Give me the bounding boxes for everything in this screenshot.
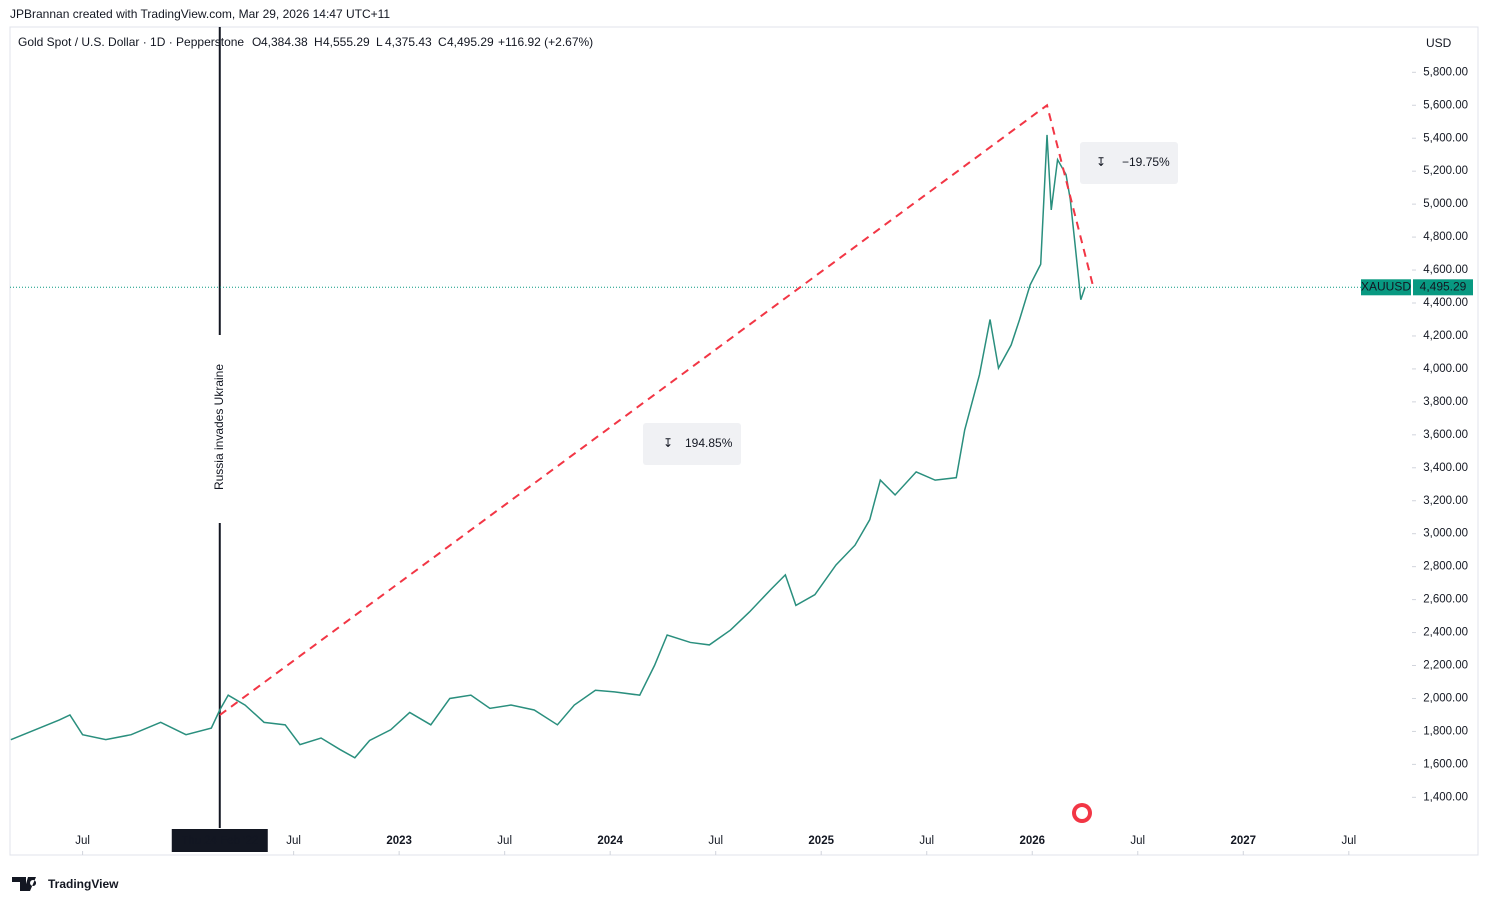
x-tick-label: Jul [75,835,90,847]
ohlc-value: 4,555.29 [323,35,370,49]
change: +116.92 (+2.67%) [498,35,593,49]
currency: USD [1426,36,1452,50]
credit: JPBrannan created with TradingView.com, … [10,7,390,21]
y-tick-label: 1,600.00 [1423,758,1468,770]
y-tick-label: 1,400.00 [1423,791,1468,803]
y-tick-label: 4,400.00 [1423,297,1468,309]
ohlc-value: 4,384.38 [261,35,308,49]
y-tick-label: 4,000.00 [1423,363,1468,375]
y-tick-label: 5,800.00 [1423,66,1468,78]
event-text-bg [209,335,230,523]
x-tick-label: 2027 [1230,835,1256,847]
measure-icon: ↧ [1096,155,1106,169]
y-tick-label: 5,000.00 [1423,198,1468,210]
measure-label: −19.75% [1122,155,1170,169]
x-tick-label: Jul [919,835,934,847]
x-tick-label: Jul [1130,835,1145,847]
chart-frame [9,26,1479,856]
logo: TradingView [12,877,119,891]
footer-logo: TradingView [48,877,119,891]
measure-box [643,423,741,465]
y-tick-label: 5,600.00 [1423,99,1468,111]
y-tick-label: 5,200.00 [1423,165,1468,177]
event-text: Russia invades Ukraine [212,364,226,490]
y-tick-label: 4,800.00 [1423,231,1468,243]
event-flag-inner [1076,807,1088,819]
ohlc-key: H [314,35,323,49]
y-tick-label: 2,400.00 [1423,627,1468,639]
y-tick-label: 3,400.00 [1423,462,1468,474]
ohlc-key: O [252,35,261,49]
ohlc-key: L [376,35,383,49]
y-tick-label: 5,400.00 [1423,132,1468,144]
logo-icon [12,877,37,891]
price-label: 4,495.29 [1420,279,1467,293]
y-tick-label: 2,000.00 [1423,692,1468,704]
x-tick-label: 2026 [1019,835,1045,847]
price-line [10,134,1086,759]
y-tick-label: 3,000.00 [1423,528,1468,540]
x-tick-label: Jul [286,835,301,847]
price-tag [1413,279,1473,296]
y-tick-label: 3,200.00 [1423,495,1468,507]
y-tick-label: 4,600.00 [1423,264,1468,276]
symbol-label: XAUUSD [1361,279,1411,293]
y-tick-label: 2,600.00 [1423,594,1468,606]
y-tick-label: 3,800.00 [1423,396,1468,408]
y-tick-label: 3,600.00 [1423,429,1468,441]
y-tick-label: 2,200.00 [1423,660,1468,672]
y-tick-label: 2,800.00 [1423,561,1468,573]
event-date: Thu 24 Feb '22 [181,835,258,847]
x-tick-label: 2025 [808,835,834,847]
ohlc-value: 4,495.29 [447,35,494,49]
measure-label: 194.85% [685,436,733,450]
ohlc: O 4,384.38 H 4,555.29 L 4,375.43 C 4,495.29 +116… [252,35,593,49]
y-tick-label: 4,200.00 [1423,330,1468,342]
x-tick-label: 2023 [386,835,412,847]
chart-title: Gold Spot / U.S. Dollar · 1D · Peppersto… [18,35,244,49]
y-tick-label: 1,800.00 [1423,725,1468,737]
ohlc-key: C [438,35,447,49]
measure-line [219,103,1095,716]
symbol-tag [1361,279,1411,296]
measure-icon: ↧ [663,436,673,450]
x-tick-label: Jul [708,835,723,847]
event-date-bg [171,829,268,852]
x-tick-label: Jul [497,835,512,847]
x-tick-label: Jul [1341,835,1356,847]
x-tick-label: 2024 [597,835,623,847]
measure-box [1080,142,1178,184]
ohlc-value: 4,375.43 [385,35,432,49]
